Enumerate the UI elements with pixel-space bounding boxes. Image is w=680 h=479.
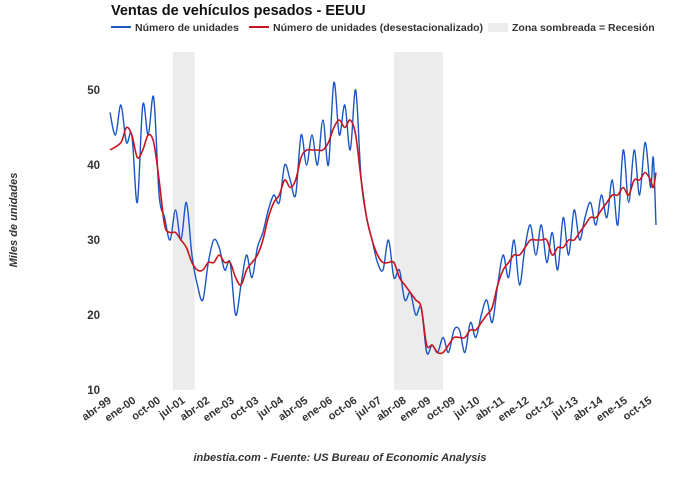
legend-item-seasonal: Número de unidades (desestacionalizado) [249,22,483,34]
recession-band [393,52,444,390]
x-tick-label: oct-06 [326,395,359,423]
series-line-units [109,81,657,355]
y-tick-label: 10 [87,385,100,397]
y-tick-label: 30 [87,235,100,247]
y-tick-label: 50 [87,85,100,97]
y-axis-label: Miles de unidades [8,172,20,268]
x-tick-label: oct-03 [228,395,261,423]
legend-label-recession: Zona sombreada = Recesión [512,22,655,34]
legend-label-units: Número de unidades [135,22,239,34]
y-tick-label: 40 [87,160,100,172]
source-note: inbestia.com - Fuente: US Bureau of Econ… [193,452,487,464]
legend-item-units: Número de unidades [111,22,239,34]
chart-title: Ventas de vehículos pesados - EEUU [111,3,366,19]
x-tick-label: oct-00 [129,395,162,423]
legend-label-seasonal: Número de unidades (desestacionalizado) [273,22,484,34]
legend-item-recession: Zona sombreada = Recesión [488,22,655,34]
series-line-seasonal [109,119,657,355]
x-tick-label: oct-12 [523,395,556,423]
x-tick-label: oct-15 [621,395,654,423]
legend-swatch-red [249,26,269,29]
legend-swatch-recession [488,22,508,32]
y-tick-label: 20 [87,310,100,322]
x-tick-label: oct-09 [424,395,457,423]
legend-swatch-blue [111,26,131,29]
